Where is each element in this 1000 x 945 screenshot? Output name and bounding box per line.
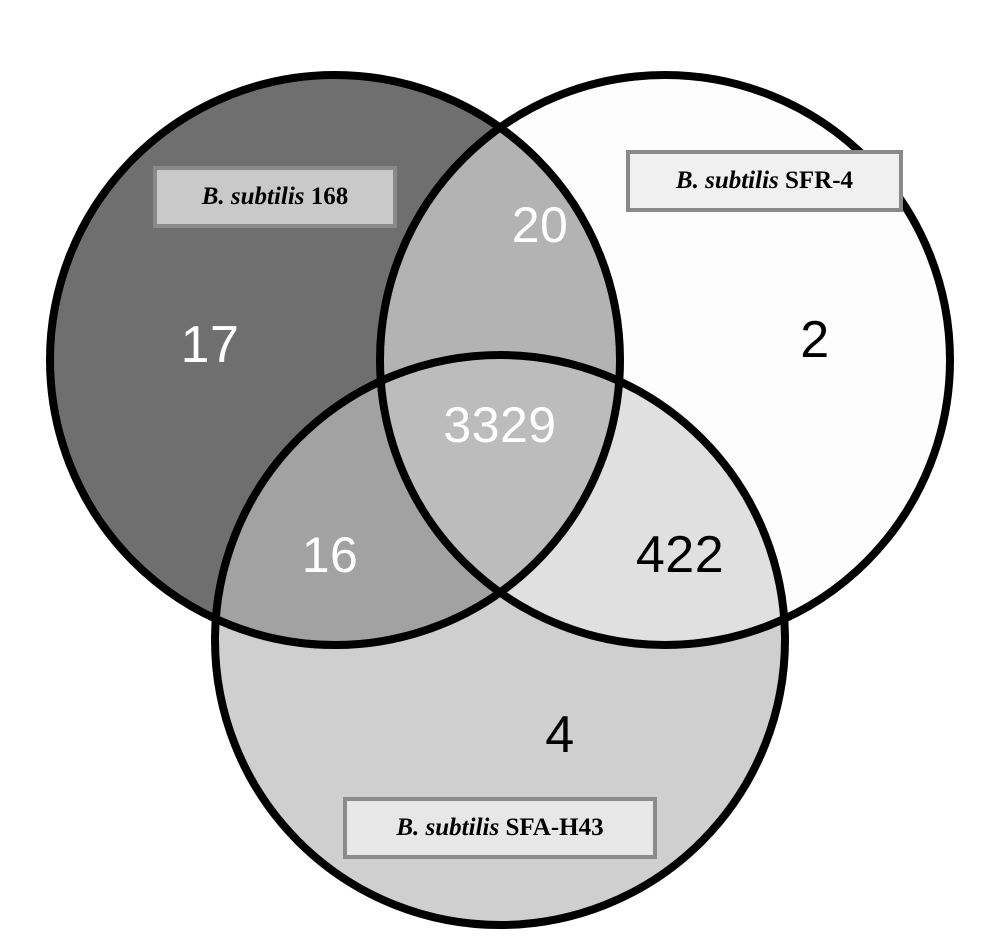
- label-b-genus: B. subtilis: [676, 167, 779, 194]
- label-box-b: B. subtilis SFR-4: [626, 150, 903, 212]
- label-b-strain: SFR-4: [779, 167, 853, 194]
- label-c-genus: B. subtilis: [396, 814, 499, 841]
- value-bc: 422: [636, 525, 724, 585]
- label-box-c: B. subtilis SFA-H43: [343, 797, 657, 859]
- label-c-strain: SFA-H43: [499, 814, 603, 841]
- value-b-only: 2: [800, 310, 829, 370]
- value-abc: 3329: [443, 396, 556, 454]
- value-c-only: 4: [545, 705, 574, 765]
- value-ac: 16: [302, 526, 359, 584]
- venn-diagram: B. subtilis 168 B. subtilis SFR-4 B. sub…: [0, 0, 1000, 945]
- label-box-a: B. subtilis 168: [153, 166, 397, 228]
- label-a-genus: B. subtilis: [202, 183, 305, 210]
- value-a-only: 17: [181, 315, 240, 375]
- label-a-strain: 168: [305, 183, 349, 210]
- value-ab: 20: [512, 196, 569, 254]
